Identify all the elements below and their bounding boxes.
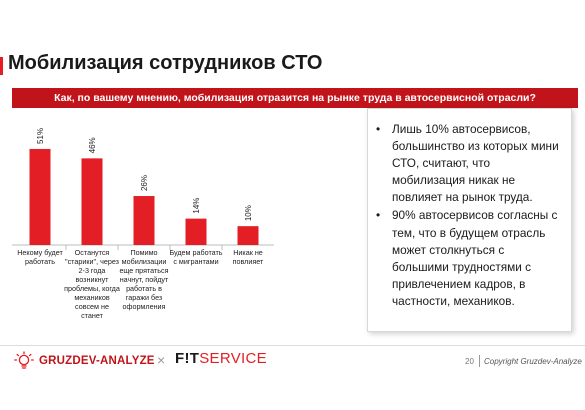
category-label: Никак не повлияет — [232, 248, 264, 266]
bar — [29, 148, 51, 245]
bar — [237, 226, 259, 245]
notes-panel: • Лишь 10% автосервисов, большинство из … — [367, 108, 572, 332]
footer-separator — [479, 355, 480, 367]
bar-chart-svg: 51% 46% 26% 14% 10% — [12, 128, 274, 250]
data-label: 14% — [192, 198, 201, 214]
page-title: Мобилизация сотрудников СТО — [8, 52, 323, 74]
gruzdev-analyze-logo: GRUZDEV-ANALYZE — [14, 351, 155, 371]
bar-chart: 51% 46% 26% 14% 10% — [12, 110, 274, 322]
question-text: Как, по вашему мнению, мобилизация отраз… — [54, 92, 536, 104]
data-label: 26% — [140, 175, 149, 191]
category-label: Будем работать с мигрантами — [169, 248, 223, 266]
title-accent-bar — [0, 57, 3, 75]
brand-left-name: GRUZDEV-ANALYZE — [39, 355, 155, 367]
bullet-icon: • — [376, 122, 381, 136]
category-label: Останутся "старики", через 2-3 года возн… — [64, 248, 120, 320]
bar — [133, 196, 155, 245]
note-text: 90% автосервисов согласны с тем, что в б… — [392, 208, 558, 308]
note-item: • 90% автосервисов согласны с тем, что в… — [374, 207, 561, 310]
brand-right-fit: F!T — [175, 350, 200, 367]
bullet-icon: • — [376, 208, 381, 223]
category-label: Помимо мобилизации еще прятаться начнут,… — [119, 248, 169, 311]
data-label: 51% — [36, 128, 45, 144]
footer-divider — [0, 345, 585, 346]
note-text: Лишь 10% автосервисов, большинство из ко… — [392, 122, 559, 205]
brand-separator: × — [157, 352, 166, 368]
fitservice-logo: F!TSERVICE — [175, 350, 267, 367]
category-label: Некому будет работать — [17, 248, 63, 266]
data-label: 46% — [88, 137, 97, 153]
copyright-text: Copyright Gruzdev-Analyze — [484, 357, 582, 366]
brand-right-service: SERVICE — [199, 350, 267, 367]
lightbulb-icon — [14, 351, 34, 369]
bar — [185, 218, 207, 245]
note-item: • Лишь 10% автосервисов, большинство из … — [374, 121, 561, 206]
bar — [81, 158, 103, 245]
question-banner: Как, по вашему мнению, мобилизация отраз… — [12, 88, 578, 108]
page-number: 20 — [465, 357, 474, 366]
data-label: 10% — [244, 205, 253, 221]
